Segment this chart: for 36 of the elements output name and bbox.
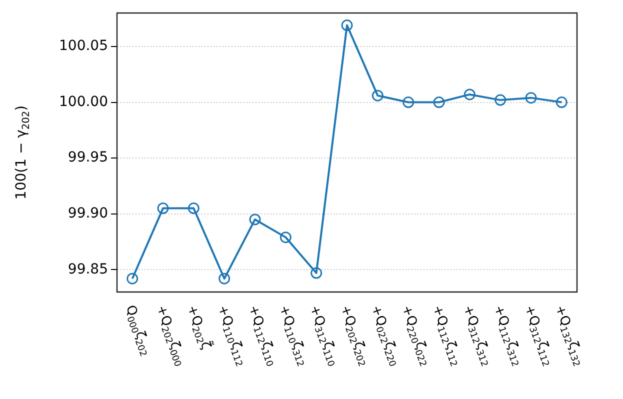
y-tick-label: 99.95 xyxy=(68,150,108,166)
x-tick-label: +Q112ζ110 xyxy=(245,303,275,368)
point xyxy=(433,96,445,108)
point xyxy=(372,90,384,102)
x-tick-label: +Q110ζ312 xyxy=(276,303,306,368)
x-tick-label: +Q202ζ000 xyxy=(153,303,183,368)
x-tick-label: +Q202ζ̃ xyxy=(184,303,216,352)
point xyxy=(157,202,169,214)
point xyxy=(464,88,476,100)
point xyxy=(126,272,138,284)
point xyxy=(310,267,322,279)
x-tick-label: +Q312ζ312 xyxy=(460,303,490,368)
y-tick-label: 100.05 xyxy=(59,38,108,54)
point xyxy=(341,20,353,32)
point xyxy=(188,202,200,214)
x-tick-label: +Q112ζ112 xyxy=(429,303,459,368)
point xyxy=(525,92,537,104)
x-tick-label: +Q312ζ112 xyxy=(521,303,551,368)
x-tick-label: +Q022ζ220 xyxy=(368,303,398,368)
point xyxy=(249,214,261,226)
x-tick-label: +Q132ζ132 xyxy=(552,303,582,368)
y-tick-label: 100.00 xyxy=(59,94,108,110)
point xyxy=(280,232,292,244)
y-tick-label: 99.85 xyxy=(68,261,108,278)
y-tick-label: 99.90 xyxy=(68,206,108,222)
x-tick-label: +Q312ζ110 xyxy=(306,303,336,368)
point xyxy=(556,96,568,108)
point xyxy=(218,272,230,284)
x-tick-label: +Q110ζ112 xyxy=(214,303,244,368)
point xyxy=(402,96,414,108)
y-axis-title: 100(1 − γ202) xyxy=(14,105,32,200)
point xyxy=(494,94,506,106)
x-tick-label: +Q220ζ022 xyxy=(398,303,428,368)
x-tick-label: +Q112ζ312 xyxy=(490,303,520,368)
x-tick-label: +Q202ζ202 xyxy=(337,303,367,368)
x-tick-label: Q000ζ202 xyxy=(122,303,148,358)
